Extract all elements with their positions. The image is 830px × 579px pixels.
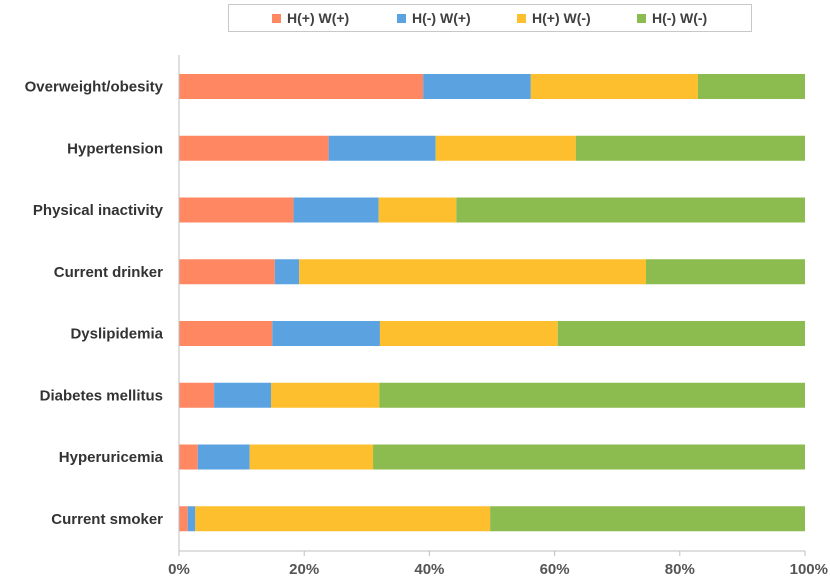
bar-overweight-obesity-hn-wp [423, 74, 531, 99]
category-label-dyslipidemia: Dyslipidemia [70, 326, 163, 343]
category-label-overweight-obesity: Overweight/obesity [25, 79, 164, 96]
legend-item-hn-wp: H(-) W(+) [397, 5, 471, 31]
legend-swatch-hn-wn [637, 13, 646, 23]
bar-hypertension-hp-wn [435, 135, 576, 161]
bar-overweight-obesity-hp-wn [530, 74, 698, 99]
legend-item-hp-wn: H(+) W(-) [517, 5, 591, 31]
x-tick-label-0: 0% [168, 561, 190, 578]
bar-physical-inactivity-hp-wn [378, 197, 457, 223]
bar-overweight-obesity-hp-wp [179, 74, 424, 99]
bar-current-smoker-hp-wn [195, 506, 491, 532]
category-label-current-drinker: Current drinker [54, 264, 163, 281]
bar-current-smoker-hp-wp [179, 506, 188, 532]
legend-item-hp-wp: H(+) W(+) [272, 5, 349, 31]
bar-current-drinker-hp-wn [299, 259, 646, 285]
category-label-physical-inactivity: Physical inactivity [33, 202, 164, 219]
x-tick-label-5: 100% [790, 561, 828, 578]
chart-legend: H(+) W(+) H(-) W(+) H(+) W(-) H(-) W(-) [228, 4, 752, 32]
x-ticks: 0% 20% 40% 60% 80% 100% [168, 551, 828, 578]
bar-hypertension-hn-wp [328, 135, 436, 161]
bar-dyslipidemia-hp-wn [379, 321, 558, 346]
bar-hyperuricemia-hn-wp [197, 444, 250, 470]
bar-current-smoker-hn-wn [490, 506, 805, 532]
category-label-hyperuricemia: Hyperuricemia [59, 449, 164, 466]
legend-label-hn-wn: H(-) W(-) [652, 10, 708, 26]
category-label-current-smoker: Current smoker [51, 511, 163, 528]
x-tick-label-4: 80% [665, 561, 695, 578]
bar-hypertension-hn-wn [575, 135, 805, 161]
bar-current-drinker-hn-wn [645, 259, 805, 285]
bar-physical-inactivity-hn-wn [456, 197, 805, 223]
legend-label-hn-wp: H(-) W(+) [412, 10, 471, 26]
bar-hypertension-hp-wp [179, 135, 329, 161]
category-label-diabetes-mellitus: Diabetes mellitus [40, 387, 163, 404]
bar-current-smoker-hn-wp [187, 506, 196, 532]
bar-physical-inactivity-hp-wp [179, 197, 294, 223]
legend-item-hn-wn: H(-) W(-) [637, 5, 707, 31]
x-tick-label-3: 60% [540, 561, 570, 578]
bar-diabetes-mellitus-hn-wp [214, 382, 272, 408]
bar-dyslipidemia-hn-wn [557, 321, 805, 346]
bar-hyperuricemia-hp-wp [179, 444, 198, 470]
bar-overweight-obesity-hn-wn [697, 74, 805, 99]
bar-hyperuricemia-hn-wn [373, 444, 805, 470]
bar-hyperuricemia-hp-wn [249, 444, 374, 470]
x-tick-label-1: 20% [289, 561, 319, 578]
bar-current-drinker-hp-wp [179, 259, 275, 285]
legend-swatch-hp-wp [272, 13, 281, 23]
legend-swatch-hn-wp [397, 13, 406, 23]
category-labels: Overweight/obesity Hypertension Physical i… [25, 79, 164, 528]
bar-physical-inactivity-hn-wp [293, 197, 379, 223]
bar-diabetes-mellitus-hp-wn [271, 382, 380, 408]
x-tick-label-2: 40% [414, 561, 444, 578]
legend-label-hp-wn: H(+) W(-) [532, 10, 591, 26]
bar-dyslipidemia-hp-wp [179, 321, 273, 346]
bar-current-drinker-hn-wp [274, 259, 300, 285]
legend-label-hp-wp: H(+) W(+) [287, 10, 350, 26]
bar-diabetes-mellitus-hn-wn [379, 382, 805, 408]
category-label-hypertension: Hypertension [67, 140, 163, 157]
bar-dyslipidemia-hn-wp [272, 321, 380, 346]
bar-diabetes-mellitus-hp-wp [179, 382, 215, 408]
legend-swatch-hp-wn [517, 13, 526, 23]
bars-group [179, 74, 805, 532]
